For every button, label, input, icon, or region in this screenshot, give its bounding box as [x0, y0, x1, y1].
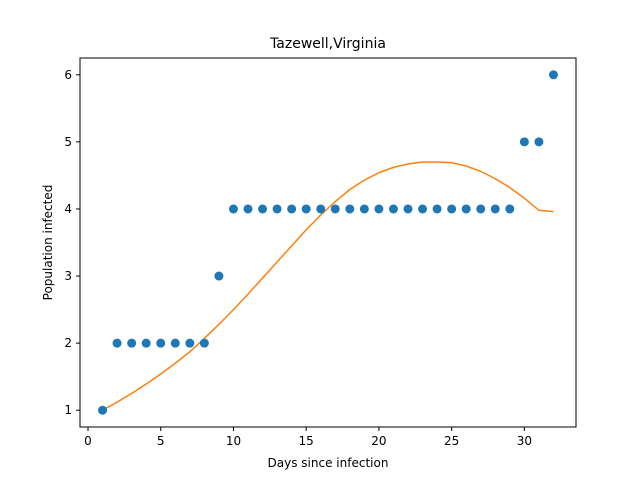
y-tick-label: 4	[64, 202, 72, 216]
y-axis-label: Population infected	[41, 185, 55, 301]
data-point	[330, 204, 340, 214]
y-tick-label: 5	[64, 135, 72, 149]
data-point	[156, 338, 166, 348]
data-point	[359, 204, 369, 214]
y-tick-label: 2	[64, 336, 72, 350]
plot-area	[98, 70, 558, 415]
data-point	[185, 338, 195, 348]
data-point	[519, 137, 529, 147]
data-point	[505, 204, 515, 214]
data-point	[548, 70, 558, 80]
data-point	[447, 204, 457, 214]
data-point	[534, 137, 544, 147]
x-tick-label: 5	[157, 434, 165, 448]
data-point	[490, 204, 500, 214]
x-tick-label: 15	[299, 434, 314, 448]
x-tick-label: 20	[371, 434, 386, 448]
data-point	[432, 204, 442, 214]
data-point	[258, 204, 268, 214]
y-tick-label: 3	[64, 269, 72, 283]
data-point	[272, 204, 282, 214]
data-point	[98, 405, 108, 415]
x-axis-label: Days since infection	[268, 456, 389, 470]
data-point	[345, 204, 355, 214]
data-point	[461, 204, 471, 214]
data-point	[170, 338, 180, 348]
data-point	[199, 338, 209, 348]
x-axis: 0 5 10 15 20 25 30	[84, 427, 532, 448]
data-point	[374, 204, 384, 214]
data-point	[316, 204, 326, 214]
y-tick-label: 6	[64, 68, 72, 82]
axes-frame	[79, 57, 577, 428]
data-point	[112, 338, 122, 348]
data-point	[388, 204, 398, 214]
y-tick-label: 1	[64, 403, 72, 417]
x-tick-label: 0	[84, 434, 92, 448]
fit-curve	[102, 161, 554, 411]
data-point	[476, 204, 486, 214]
chart-title: Tazewell,Virginia	[269, 36, 386, 52]
data-point	[228, 204, 238, 214]
data-point	[214, 271, 224, 281]
data-point	[418, 204, 428, 214]
data-point	[301, 204, 311, 214]
data-point	[243, 204, 253, 214]
data-point	[127, 338, 137, 348]
data-point	[141, 338, 151, 348]
x-tick-label: 10	[226, 434, 241, 448]
x-tick-label: 25	[444, 434, 459, 448]
y-axis: 1 2 3 4 5 6	[64, 68, 80, 417]
data-point	[287, 204, 297, 214]
x-tick-label: 30	[517, 434, 532, 448]
data-point	[403, 204, 413, 214]
